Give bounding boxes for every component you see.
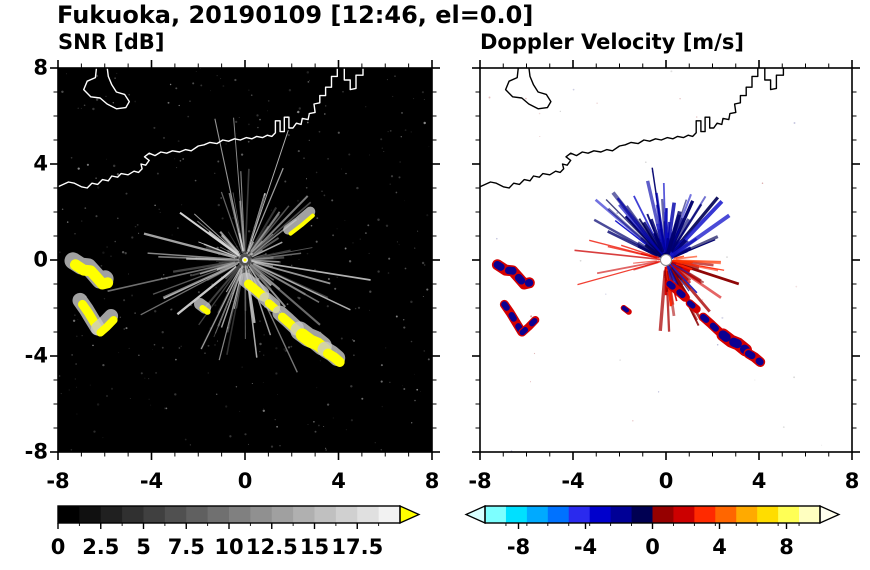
y-tick-label: 0 bbox=[33, 247, 48, 272]
doppler-plot bbox=[472, 60, 860, 460]
snr-x-tick-label: 8 bbox=[424, 469, 440, 493]
doppler-cbar-label: -4 bbox=[573, 535, 598, 559]
doppler-x-tick-label: -8 bbox=[468, 469, 492, 493]
doppler-x-tick-label: 0 bbox=[658, 469, 674, 493]
doppler-colorbar bbox=[464, 504, 841, 529]
y-tick-label: -4 bbox=[24, 343, 48, 368]
snr-cbar-label: 7.5 bbox=[167, 535, 205, 559]
panel-title-doppler: Doppler Velocity [m/s] bbox=[480, 30, 744, 54]
y-tick-label: 4 bbox=[33, 151, 48, 176]
snr-plot bbox=[50, 60, 440, 460]
snr-cbar-label: 0 bbox=[50, 535, 66, 559]
snr-cbar-label: 15 bbox=[299, 535, 330, 559]
doppler-cbar-label: -8 bbox=[506, 535, 531, 559]
panel-title-snr: SNR [dB] bbox=[58, 30, 165, 54]
y-tick-label: -8 bbox=[24, 439, 48, 464]
snr-cbar-label: 5 bbox=[136, 535, 151, 559]
snr-cbar-label: 12.5 bbox=[245, 535, 298, 559]
doppler-x-tick-label: -4 bbox=[561, 469, 585, 493]
snr-x-tick-label: -4 bbox=[139, 469, 164, 493]
doppler-x-tick-label: 8 bbox=[844, 469, 860, 493]
figure-title: Fukuoka, 20190109 [12:46, el=0.0] bbox=[57, 1, 534, 29]
doppler-cbar-label: 4 bbox=[712, 535, 727, 559]
snr-colorbar bbox=[57, 504, 421, 529]
doppler-cbar-label: 8 bbox=[779, 535, 794, 559]
doppler-cbar-label: 0 bbox=[645, 535, 660, 559]
y-tick-label: 8 bbox=[33, 55, 48, 80]
snr-x-tick-label: 4 bbox=[331, 469, 346, 493]
snr-x-tick-label: 0 bbox=[237, 469, 253, 493]
snr-cbar-label: 17.5 bbox=[331, 535, 384, 559]
snr-cbar-label: 10 bbox=[214, 535, 244, 559]
snr-cbar-label: 2.5 bbox=[82, 535, 120, 559]
snr-x-tick-label: -8 bbox=[46, 469, 70, 493]
doppler-x-tick-label: 4 bbox=[751, 469, 767, 493]
